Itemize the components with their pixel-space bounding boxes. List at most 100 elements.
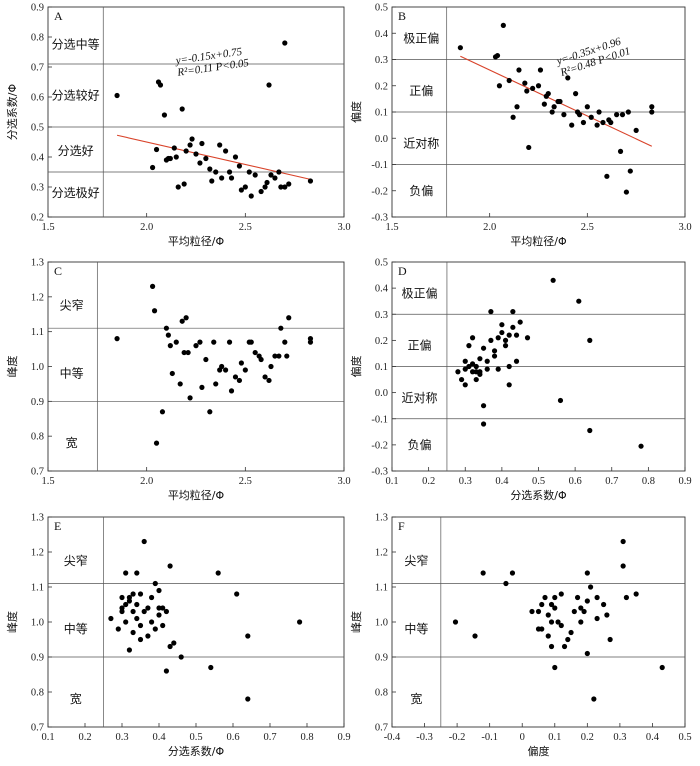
data-point	[578, 619, 584, 625]
y-tick-label: 1.2	[31, 548, 44, 559]
data-point	[130, 608, 136, 615]
data-point	[561, 643, 568, 650]
data-point	[171, 640, 177, 646]
x-tick-label: 1.5	[41, 222, 54, 233]
data-point	[160, 605, 166, 611]
data-point	[469, 369, 476, 375]
data-point	[548, 643, 555, 650]
data-point	[213, 381, 219, 387]
data-point	[134, 615, 140, 622]
y-tick-label: 0.7	[31, 723, 44, 734]
data-point	[145, 633, 151, 639]
data-point	[578, 605, 584, 611]
y-tick-label: 0.5	[375, 3, 388, 14]
data-point	[173, 154, 179, 160]
data-point	[278, 325, 284, 331]
data-point	[539, 626, 545, 632]
data-point	[587, 337, 593, 343]
data-point	[178, 654, 184, 660]
data-point	[167, 343, 173, 349]
data-point	[499, 329, 505, 336]
data-point	[552, 605, 558, 611]
data-point	[238, 360, 244, 366]
x-tick-label: 2.5	[239, 222, 252, 233]
data-point	[137, 622, 144, 629]
y-tick-label: 1.3	[375, 513, 388, 524]
y-tick-label: 0.5	[375, 258, 388, 269]
x-axis-label: 平均粒径/Φ	[168, 234, 225, 248]
data-point	[203, 155, 209, 162]
data-point	[189, 136, 195, 142]
data-point	[245, 633, 251, 639]
x-axis-label: 分选系数/Φ	[168, 745, 225, 758]
data-point	[571, 608, 577, 615]
data-point	[561, 112, 567, 118]
data-point	[576, 298, 582, 304]
data-point	[522, 80, 528, 86]
data-point	[591, 696, 597, 702]
region-label: 尖窄	[60, 298, 84, 313]
y-tick-label: 1.2	[375, 548, 388, 559]
y-tick-label: 0.3	[375, 55, 388, 66]
data-point	[606, 117, 612, 123]
data-point	[496, 83, 503, 89]
data-point	[126, 647, 132, 653]
data-point	[169, 370, 175, 377]
data-point	[552, 664, 558, 671]
data-point	[600, 119, 606, 126]
x-tick-label: 0	[520, 732, 525, 743]
panel-label: A	[54, 9, 63, 23]
data-point	[514, 104, 520, 110]
data-point	[181, 181, 187, 187]
data-point	[223, 367, 229, 373]
data-point	[179, 318, 185, 324]
x-tick-label: 3.0	[337, 222, 350, 233]
data-point	[268, 363, 274, 370]
x-tick-label: 3.0	[678, 222, 691, 233]
y-tick-label: 0.8	[31, 33, 44, 44]
region-label: 分选较好	[52, 88, 100, 103]
data-point	[248, 193, 254, 199]
data-point	[517, 319, 523, 325]
data-point	[574, 594, 581, 601]
y-tick-label: 0.9	[31, 3, 44, 14]
data-point	[477, 371, 483, 377]
data-point	[548, 601, 555, 608]
data-point	[491, 353, 498, 359]
data-point	[284, 353, 290, 359]
y-tick-label: 0.5	[31, 123, 44, 134]
data-point	[488, 337, 494, 343]
x-tick-label: 0.2	[422, 476, 435, 487]
plot-frame	[47, 6, 345, 218]
data-point	[529, 608, 535, 615]
data-point	[457, 45, 463, 51]
x-tick-label: 0.3	[115, 732, 128, 743]
data-point	[587, 584, 594, 590]
data-point	[282, 40, 288, 46]
x-tick-label: -0.4	[384, 732, 401, 743]
y-tick-label: -0.1	[371, 160, 388, 171]
data-point	[114, 336, 120, 342]
data-point	[494, 52, 501, 59]
y-tick-label: 0.4	[31, 153, 45, 164]
panel-label: C	[54, 264, 62, 278]
data-point	[510, 309, 516, 315]
data-point	[282, 339, 288, 345]
y-tick-label: 1.2	[31, 292, 44, 303]
data-point	[509, 570, 516, 576]
y-tick-label: 0.7	[31, 63, 44, 74]
data-point	[466, 343, 472, 349]
x-tick-label: 0.4	[152, 732, 166, 743]
data-point	[466, 363, 472, 370]
data-point	[307, 178, 314, 184]
data-point	[545, 633, 551, 639]
y-axis-label: 峰度	[5, 611, 19, 633]
region-label: 负偏	[409, 183, 433, 198]
data-point	[160, 622, 166, 629]
data-point	[149, 619, 155, 625]
x-tick-label: 0.5	[678, 732, 691, 743]
data-point	[223, 148, 229, 154]
data-point	[555, 619, 561, 625]
